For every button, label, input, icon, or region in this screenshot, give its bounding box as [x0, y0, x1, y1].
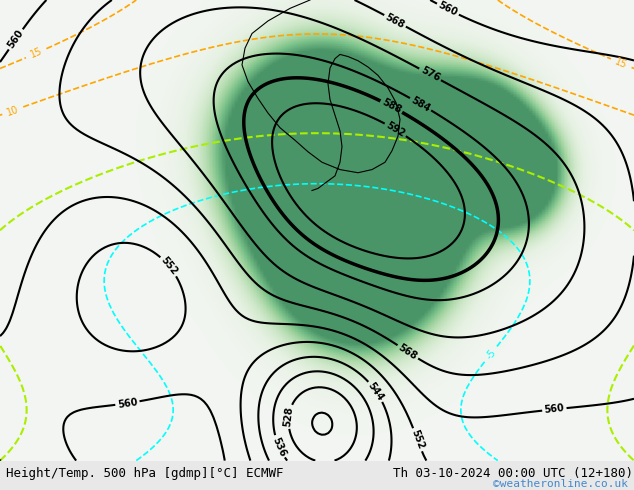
Text: ©weatheronline.co.uk: ©weatheronline.co.uk	[493, 479, 628, 489]
Text: 15: 15	[29, 46, 44, 60]
Text: 536: 536	[270, 436, 288, 458]
Text: 10: 10	[5, 104, 20, 118]
Text: 576: 576	[419, 65, 441, 84]
Text: 560: 560	[6, 28, 25, 50]
Text: 592: 592	[384, 120, 406, 139]
Text: 15: 15	[614, 56, 629, 70]
Text: 528: 528	[283, 406, 295, 427]
Text: 560: 560	[117, 397, 138, 410]
Text: 560: 560	[544, 403, 565, 416]
Text: 552: 552	[158, 255, 179, 277]
Text: 588: 588	[380, 97, 403, 116]
Text: 568: 568	[396, 342, 419, 362]
Text: 544: 544	[366, 380, 386, 403]
Text: 552: 552	[409, 429, 426, 451]
Text: 584: 584	[410, 95, 432, 114]
Text: 568: 568	[384, 12, 406, 30]
Text: -5: -5	[484, 347, 498, 361]
Text: Height/Temp. 500 hPa [gdmp][°C] ECMWF: Height/Temp. 500 hPa [gdmp][°C] ECMWF	[6, 467, 284, 480]
Text: 560: 560	[437, 0, 459, 18]
Text: Th 03-10-2024 00:00 UTC (12+180): Th 03-10-2024 00:00 UTC (12+180)	[393, 467, 633, 480]
